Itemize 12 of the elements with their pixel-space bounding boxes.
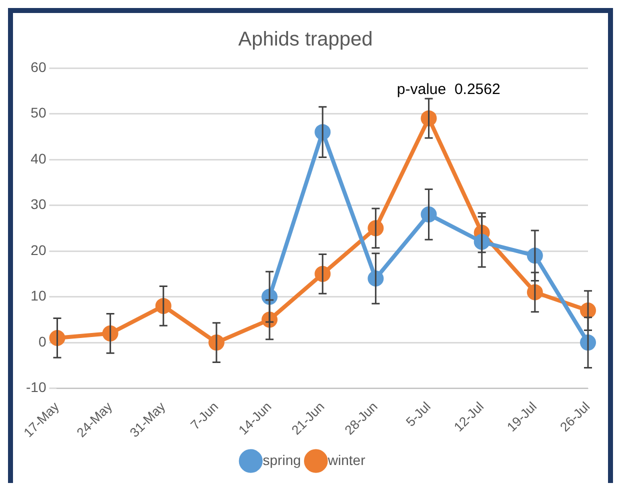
annotation: p-value 0.2562 [396,81,500,98]
y-tick-label: 40 [30,150,46,166]
y-tick-label: -10 [26,379,46,396]
chart-title: Aphids trapped [238,28,373,51]
y-tick-label: 20 [30,242,46,258]
y-tick-label: 50 [30,104,46,121]
y-tick-label: 10 [30,288,46,304]
y-tick-label: 30 [30,196,46,212]
y-tick-label: 0 [38,333,46,350]
legend-label: spring [262,452,301,468]
y-tick-label: 60 [30,58,46,75]
legend-label: winter [326,452,366,468]
